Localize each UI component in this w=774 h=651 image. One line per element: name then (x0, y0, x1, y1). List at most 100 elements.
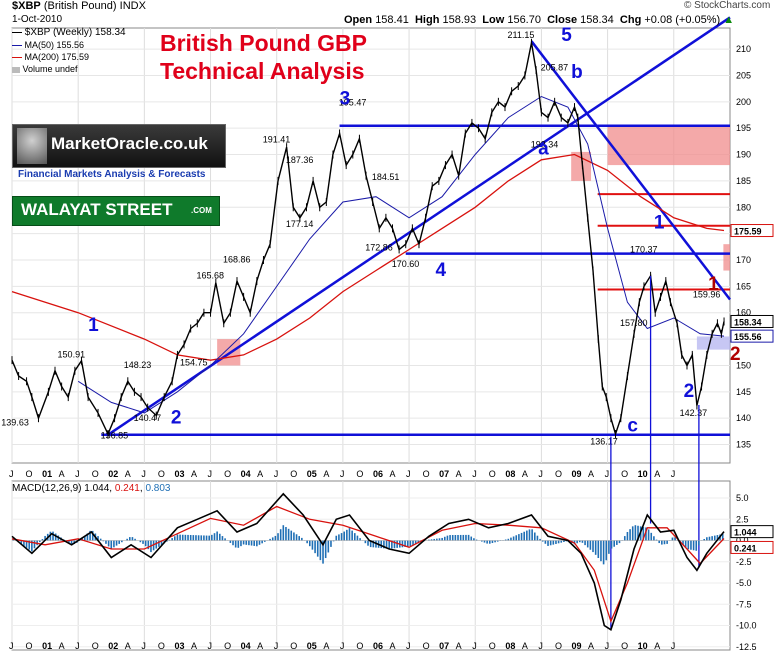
macd-histogram-bar (319, 540, 322, 561)
high-label: High (414, 14, 440, 26)
macd-histogram-bar (592, 540, 594, 553)
x-tick-label: J (605, 469, 610, 479)
macd-histogram-bar (507, 538, 510, 541)
macd-histogram-bar (549, 540, 552, 546)
macd-histogram-bar (661, 540, 663, 545)
legend-ma200-label: MA(200) 175.59 (24, 52, 90, 62)
price-label: 205.87 (541, 63, 569, 73)
macd-x-tick-label: J (141, 641, 146, 651)
y-tick-label: 180 (736, 202, 751, 212)
macd-histogram-bar (605, 540, 608, 561)
macd-histogram-bar (703, 538, 705, 541)
macd-histogram-bar (115, 540, 118, 546)
y-tick-label: 195 (736, 123, 751, 133)
macd-histogram-bar (216, 531, 218, 541)
price-line (11, 42, 725, 437)
macd-histogram-bar (308, 540, 311, 547)
macd-x-tick-label: A (390, 641, 396, 651)
macd-x-tick-label: O (489, 641, 496, 651)
macd-histogram-bar (586, 540, 589, 548)
macd-x-tick-label: O (290, 641, 297, 651)
chart-title-line1: British Pound GBP (160, 30, 367, 56)
macd-tag-box (730, 525, 774, 539)
macd-histogram-bar (393, 540, 396, 549)
y-tick-label: 165 (736, 281, 751, 291)
macd-histogram-bar (269, 538, 271, 541)
price-label: 170.60 (392, 259, 420, 269)
macd-histogram-bar (340, 533, 343, 541)
macd-histogram-bar (655, 539, 658, 541)
market-oracle-box: MarketOracle.co.uk (12, 124, 226, 168)
legend-ma200-swatch (12, 57, 22, 59)
ma200-tag-box (730, 224, 774, 238)
y-tick-label: 205 (736, 70, 751, 80)
macd-y-tick-label: -2.5 (736, 557, 752, 567)
macd-histogram-bar (102, 540, 105, 542)
macd-histogram-bar (438, 538, 441, 541)
x-tick-label: A (456, 469, 462, 479)
macd-histogram-bar (412, 540, 414, 546)
macd-histogram-bar (578, 540, 581, 543)
macd-histogram-bar (684, 540, 687, 548)
macd-histogram-bar (711, 536, 713, 541)
price-label: 177.14 (286, 219, 314, 229)
macd-x-tick-label: J (406, 641, 411, 651)
macd-histogram-bar (248, 540, 250, 546)
x-tick-label: O (224, 469, 231, 479)
x-tick-label: A (257, 469, 263, 479)
ma50-line (77, 95, 725, 414)
price-label: 150.91 (58, 350, 86, 360)
macd-histogram-bar (433, 538, 435, 541)
macd-histogram-bar (179, 534, 181, 541)
macd-histogram-bar (451, 535, 454, 541)
header-symbol-line: $XBP (British Pound) INDX (12, 0, 146, 12)
macd-histogram-bar (295, 534, 298, 541)
legend-ma50-swatch (12, 45, 22, 47)
macd-histogram-bar (539, 538, 541, 541)
macd-histogram-bar (385, 540, 388, 549)
macd-histogram-bar (139, 540, 142, 543)
macd-histogram-bar (89, 530, 91, 541)
legend-price: $XBP (Weekly) 158.34 (12, 27, 126, 38)
macd-histogram-bar (293, 532, 295, 541)
macd-histogram-bar (166, 540, 168, 542)
macd-histogram-bar (155, 540, 158, 549)
resistance-zone-195 (607, 125, 730, 166)
macd-histogram-bar (560, 540, 563, 543)
macd-histogram-bar (462, 534, 465, 541)
macd-histogram-bar (285, 527, 287, 541)
macd-histogram-bar (213, 533, 216, 541)
macd-x-tick-label: 10 (638, 641, 648, 651)
high-value: 158.93 (442, 14, 477, 26)
macd-histogram-bar (616, 540, 618, 545)
macd-histogram-bar (608, 540, 610, 554)
macd-histogram-bar (316, 540, 319, 557)
macd-histogram-bar (218, 533, 221, 541)
signal-tag-box (730, 540, 774, 554)
macd-histogram-bar (256, 540, 258, 547)
price-label: 211.15 (508, 30, 535, 40)
macd-histogram-bar (531, 529, 533, 541)
macd-histogram-bar (602, 540, 605, 565)
legend-price-label: $XBP (Weekly) 158.34 (24, 27, 126, 38)
y-tick-label: 210 (736, 44, 751, 54)
macd-histogram-bar (70, 540, 73, 546)
macd-histogram-bar (346, 529, 348, 541)
macd-histogram-bar (237, 540, 240, 548)
macd-histogram-bar (666, 540, 668, 544)
x-tick-label: J (274, 469, 279, 479)
macd-histogram-bar (563, 540, 565, 542)
price-label: 172.86 (365, 243, 393, 253)
macd-histogram-bar (208, 535, 211, 541)
x-tick-label: 04 (241, 469, 251, 479)
macd-histogram-bar (290, 530, 293, 541)
macd-histogram-bar (457, 534, 459, 541)
macd-histogram-bar (121, 540, 123, 543)
macd-histogram-bar (343, 531, 345, 541)
macd-histogram-bar (356, 535, 359, 541)
wave-label: c (627, 415, 638, 436)
wave-label: 2 (730, 344, 741, 365)
header-exchange: INDX (119, 0, 146, 12)
x-tick-label: O (26, 469, 33, 479)
